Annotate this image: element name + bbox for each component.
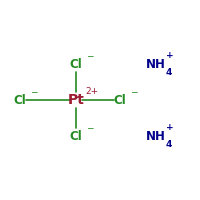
Text: +: + bbox=[166, 51, 173, 60]
Text: Cl: Cl bbox=[70, 58, 82, 71]
Text: Cl: Cl bbox=[114, 94, 126, 106]
Text: +: + bbox=[166, 123, 173, 132]
Text: Cl: Cl bbox=[70, 130, 82, 142]
Text: −: − bbox=[86, 123, 94, 132]
Text: 4: 4 bbox=[166, 68, 172, 77]
Text: 4: 4 bbox=[166, 140, 172, 149]
Text: 2+: 2+ bbox=[85, 87, 99, 96]
Text: Pt: Pt bbox=[68, 93, 84, 107]
Text: −: − bbox=[30, 87, 38, 96]
Text: NH: NH bbox=[146, 130, 166, 142]
Text: −: − bbox=[86, 51, 94, 60]
Text: NH: NH bbox=[146, 58, 166, 71]
Text: Cl: Cl bbox=[14, 94, 26, 106]
Text: −: − bbox=[130, 87, 138, 96]
